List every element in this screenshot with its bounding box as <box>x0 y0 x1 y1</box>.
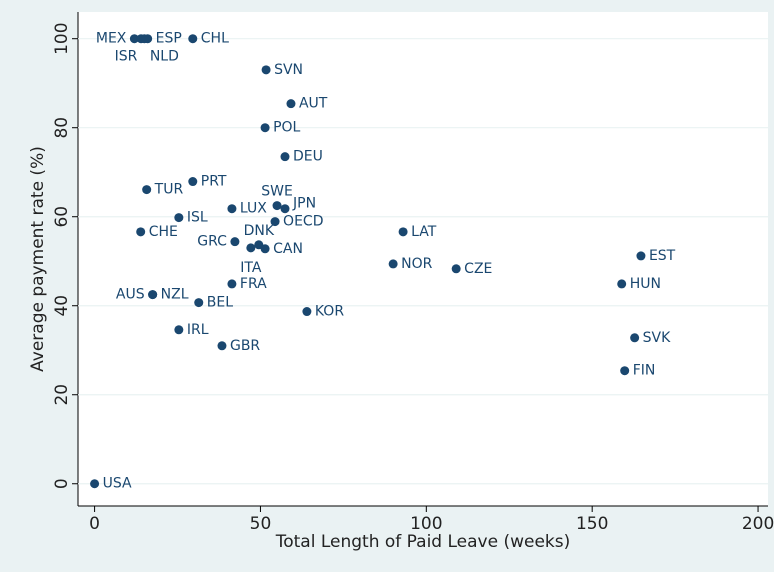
point <box>260 123 270 133</box>
point <box>636 251 646 261</box>
point-label: ISL <box>187 210 208 226</box>
point-label: CZE <box>464 261 492 277</box>
point <box>260 244 270 254</box>
y-tick-label: 0 <box>52 478 72 489</box>
x-tick-label: 100 <box>410 514 442 534</box>
point-label: NZL <box>161 287 189 303</box>
point <box>217 341 227 351</box>
point <box>174 213 184 223</box>
point-label: ITA <box>240 260 262 276</box>
point <box>270 217 280 227</box>
point-label: LAT <box>411 224 437 240</box>
point <box>188 177 198 187</box>
point-label: BEL <box>207 295 233 311</box>
y-tick-label: 20 <box>52 384 72 406</box>
point-label: JPN <box>292 196 316 212</box>
point-label: NOR <box>401 256 432 272</box>
x-tick-label: 200 <box>742 514 774 534</box>
point <box>620 366 630 376</box>
point <box>388 259 398 269</box>
point-label: OECD <box>283 214 323 230</box>
point-label: MEX <box>96 31 127 47</box>
point-label: SWE <box>261 184 293 200</box>
plot-area <box>78 12 768 506</box>
point <box>451 264 461 274</box>
point <box>174 325 184 335</box>
point-label: POL <box>273 120 300 136</box>
point <box>286 99 296 109</box>
point <box>188 34 198 44</box>
point <box>142 185 152 195</box>
x-tick-label: 150 <box>576 514 608 534</box>
point <box>227 204 237 214</box>
point-label: HUN <box>630 276 661 292</box>
point <box>139 34 149 44</box>
point-label: GRC <box>197 234 227 250</box>
x-tick-label: 50 <box>250 514 272 534</box>
point-label: DEU <box>293 149 323 165</box>
point <box>194 298 204 308</box>
point-label: SVN <box>274 62 303 78</box>
point-label: DNK <box>244 223 275 239</box>
point <box>302 307 312 317</box>
point-label: CAN <box>273 241 303 257</box>
point-label: AUS <box>116 287 145 303</box>
point <box>136 227 146 237</box>
y-tick-label: 100 <box>52 22 72 54</box>
point <box>272 201 282 211</box>
y-tick-label: 40 <box>52 295 72 317</box>
point <box>398 227 408 237</box>
x-tick-label: 0 <box>89 514 100 534</box>
point-label: IRL <box>187 322 209 338</box>
y-axis-title: Average payment rate (%) <box>28 146 48 372</box>
point-label: AUT <box>299 96 328 112</box>
x-axis-title: Total Length of Paid Leave (weeks) <box>275 532 571 552</box>
point-label: KOR <box>315 304 344 320</box>
point-label: CHL <box>201 31 229 47</box>
point <box>630 333 640 343</box>
point <box>148 290 158 300</box>
point-label: FRA <box>240 276 267 292</box>
point-label: LUX <box>240 201 267 217</box>
point-label: NLD <box>150 49 179 65</box>
point <box>261 65 271 75</box>
point-label: SVK <box>643 330 671 346</box>
point-label: CHE <box>149 224 178 240</box>
point-label: GBR <box>230 338 260 354</box>
point <box>230 237 240 247</box>
point <box>280 152 290 162</box>
point <box>246 243 256 253</box>
point <box>617 279 627 289</box>
point-label: TUR <box>154 182 184 198</box>
y-tick-label: 80 <box>52 117 72 139</box>
point <box>129 34 139 44</box>
point-label: FIN <box>633 363 656 379</box>
point <box>90 479 100 489</box>
point <box>227 279 237 289</box>
point-label: ISR <box>115 49 138 65</box>
point-label: USA <box>103 476 132 492</box>
y-tick-label: 60 <box>52 206 72 228</box>
point-label: PRT <box>201 174 227 190</box>
point-label: EST <box>649 248 676 264</box>
point-label: ESP <box>156 31 182 47</box>
point <box>280 204 290 214</box>
